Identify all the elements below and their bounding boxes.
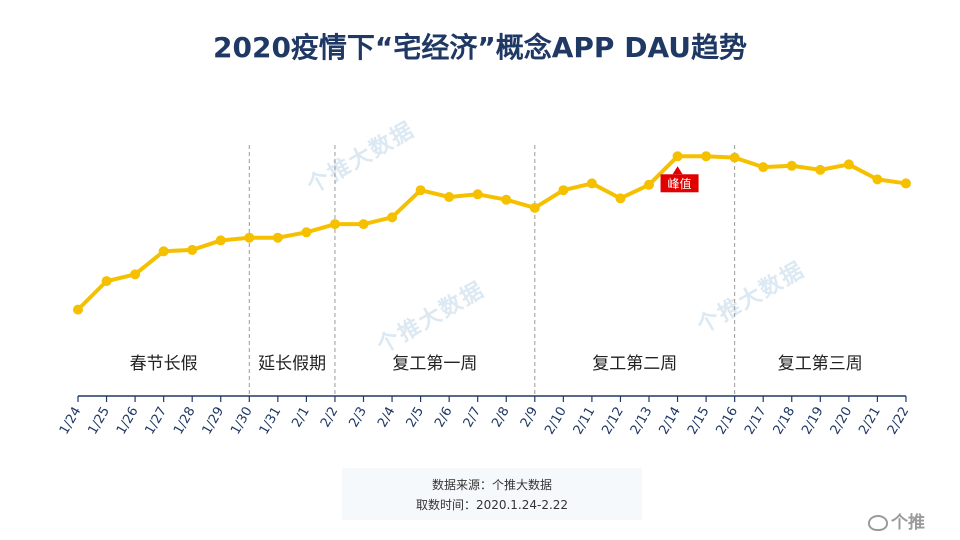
- data-point: [501, 194, 512, 205]
- x-tick-label: 2/5: [404, 405, 427, 431]
- data-point: [472, 189, 483, 200]
- x-tick-label: 2/12: [599, 405, 627, 438]
- x-tick-label: 2/20: [828, 405, 856, 438]
- chart-title: 2020疫情下“宅经济”概念APP DAU趋势: [213, 31, 747, 64]
- peak-arrow: [672, 166, 683, 175]
- x-tick-label: 2/22: [885, 405, 913, 438]
- data-point: [272, 232, 283, 243]
- data-point: [329, 219, 340, 230]
- x-tick-label: 1/31: [257, 405, 285, 438]
- x-tick-label: 2/9: [518, 405, 541, 431]
- brand-watermark: 个推: [868, 508, 925, 533]
- brand-name: 个推: [891, 513, 925, 533]
- x-tick-label: 2/7: [461, 405, 484, 431]
- x-tick-label: 2/13: [628, 405, 656, 438]
- date-range-line: 取数时间：2020.1.24-2.22: [415, 498, 569, 512]
- data-point: [815, 164, 826, 175]
- data-point: [558, 185, 569, 196]
- phase-label: 延长假期: [258, 354, 326, 374]
- x-tick-label: 1/30: [228, 405, 256, 438]
- x-tick-label: 1/27: [143, 405, 171, 438]
- data-point: [729, 152, 740, 163]
- x-tick-label: 2/16: [714, 405, 742, 438]
- data-point: [101, 276, 112, 287]
- x-tick-label: 2/17: [742, 405, 770, 438]
- data-point: [529, 202, 540, 213]
- weibo-logo-icon: [868, 515, 888, 531]
- x-tick-label: 1/28: [171, 405, 199, 438]
- x-tick-label: 2/4: [375, 405, 398, 431]
- data-point: [872, 174, 883, 185]
- x-tick-label: 1/26: [114, 405, 142, 438]
- data-point: [672, 151, 683, 162]
- x-tick-label: 2/21: [856, 405, 884, 438]
- data-point: [73, 304, 83, 315]
- data-point: [215, 235, 226, 246]
- x-tick-label: 2/15: [685, 405, 713, 438]
- data-point: [644, 179, 654, 190]
- x-tick-label: 2/2: [318, 405, 341, 431]
- source-line: 数据来源：个推大数据: [431, 478, 552, 492]
- x-tick-label: 2/19: [799, 405, 827, 438]
- data-point: [301, 227, 312, 238]
- peak-label: 峰值: [668, 176, 692, 191]
- x-tick-label: 1/29: [200, 405, 228, 438]
- data-point: [358, 219, 369, 230]
- data-point: [158, 246, 169, 257]
- peak-badge: [660, 174, 699, 193]
- data-point: [701, 151, 712, 162]
- phase-label: 复工第三周: [778, 354, 863, 374]
- data-point: [244, 232, 255, 243]
- data-point: [786, 160, 797, 171]
- data-point: [586, 178, 597, 189]
- x-tick-label: 2/14: [656, 405, 684, 438]
- x-tick-label: 1/25: [85, 405, 113, 438]
- data-point: [415, 185, 426, 196]
- data-point: [387, 212, 398, 223]
- x-tick-label: 2/8: [489, 405, 512, 431]
- data-point: [444, 192, 455, 202]
- data-point: [187, 244, 198, 255]
- x-tick-label: 2/3: [347, 405, 370, 431]
- data-point: [758, 162, 769, 173]
- series-line: [76, 154, 907, 312]
- data-point: [130, 269, 141, 280]
- data-point: [615, 193, 626, 204]
- x-tick-label: 2/18: [771, 405, 799, 438]
- source-box: 数据来源：个推大数据 取数时间：2020.1.24-2.22: [342, 468, 642, 520]
- x-tick-label: 2/1: [289, 405, 312, 431]
- x-tick-label: 2/10: [542, 405, 570, 438]
- data-point: [900, 178, 911, 189]
- data-point: [843, 159, 854, 170]
- phase-label: 复工第一周: [392, 354, 477, 374]
- phase-label: 春节长假: [130, 354, 198, 374]
- x-tick-label: 2/6: [432, 405, 455, 431]
- x-tick-label: 1/24: [57, 405, 85, 438]
- x-tick-label: 2/11: [571, 405, 599, 438]
- phase-label: 复工第二周: [592, 354, 677, 374]
